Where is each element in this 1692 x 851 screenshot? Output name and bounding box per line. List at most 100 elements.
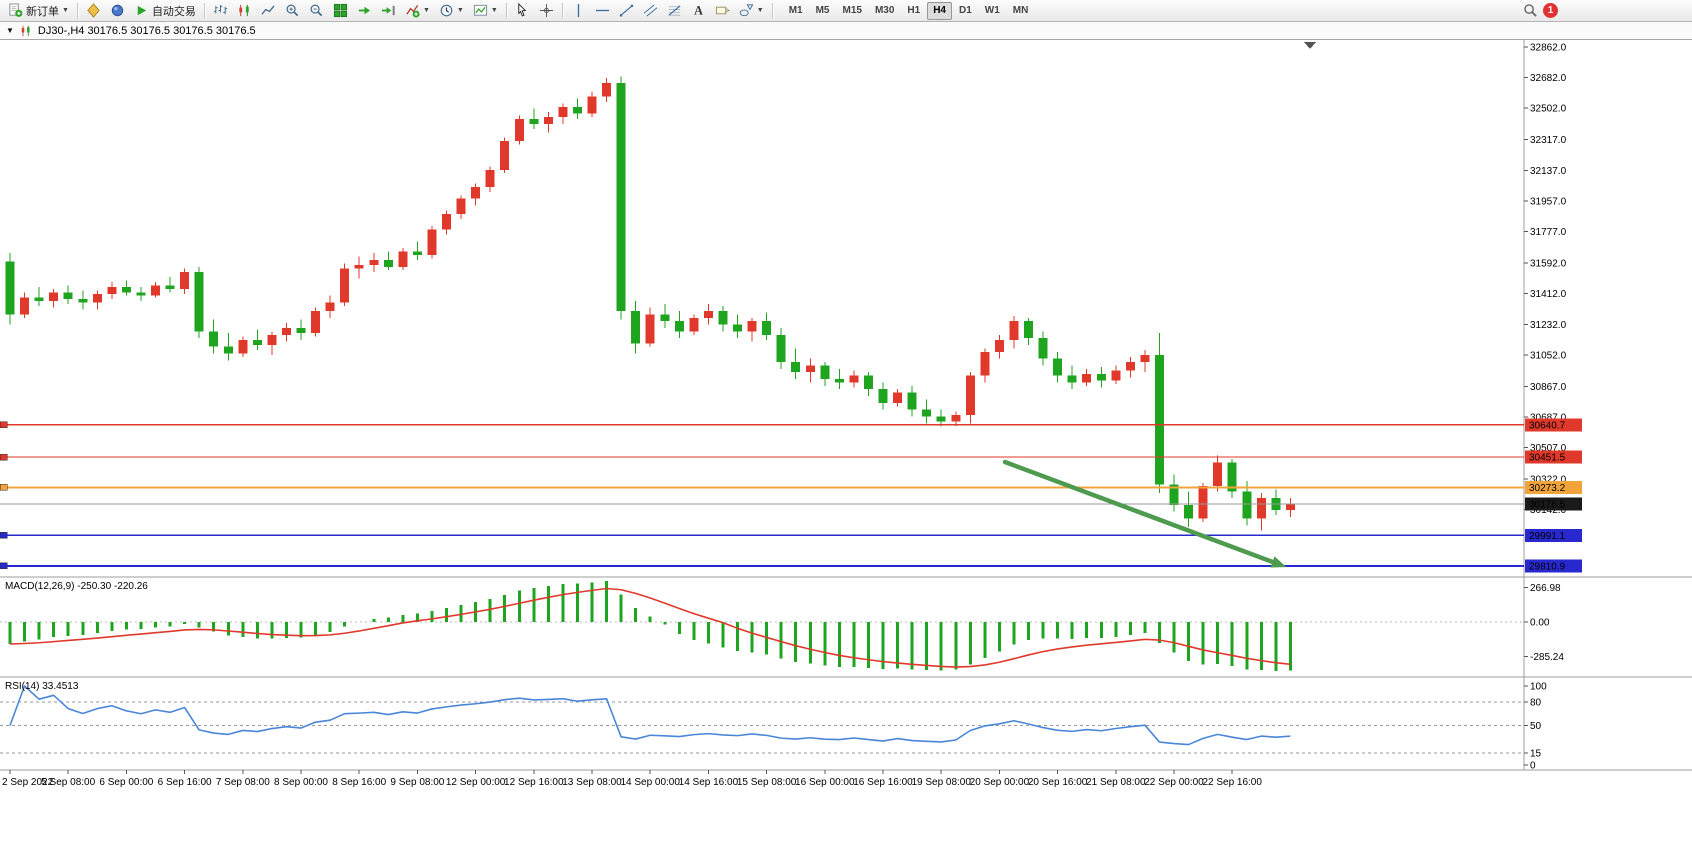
timeframe-button-h4[interactable]: H4	[927, 1, 952, 20]
svg-text:14 Sep 16:00: 14 Sep 16:00	[679, 777, 739, 788]
candlestick-series	[5, 76, 1295, 531]
svg-text:30142.0: 30142.0	[1530, 505, 1567, 516]
svg-text:21 Sep 08:00: 21 Sep 08:00	[1086, 777, 1146, 788]
svg-text:30640.7: 30640.7	[1529, 420, 1566, 431]
crosshair-button[interactable]	[535, 1, 558, 21]
timeframe-button-m5[interactable]: M5	[815, 5, 830, 16]
new-order-button[interactable]: 新订单 ▼	[4, 1, 73, 21]
timeframe-button-w1[interactable]: W1	[984, 5, 1000, 16]
svg-text:8 Sep 16:00: 8 Sep 16:00	[332, 777, 386, 788]
timeframe-button-mn[interactable]: MN	[1012, 5, 1029, 16]
horizontal-line-button[interactable]	[591, 1, 614, 21]
tile-windows-button[interactable]	[329, 1, 352, 21]
chevron-down-icon: ▼	[756, 7, 764, 14]
svg-text:20 Sep 16:00: 20 Sep 16:00	[1028, 777, 1088, 788]
timeframe-button-m30[interactable]: M30	[874, 5, 895, 16]
one-click-trading-toggle[interactable]: ▼	[6, 26, 14, 35]
timeframe-button-d1[interactable]: D1	[959, 5, 972, 16]
cursor-button[interactable]	[511, 1, 534, 21]
zoom-out-button[interactable]	[305, 1, 328, 21]
line-anchor-marker	[0, 562, 8, 570]
indicators-icon	[406, 4, 420, 18]
candlestick-chart-icon	[239, 4, 249, 17]
horizontal-line-icon	[595, 9, 609, 12]
market-watch-button[interactable]	[82, 1, 105, 21]
vertical-line-button[interactable]	[567, 1, 590, 21]
autotrading-label: 自动交易	[151, 5, 196, 18]
timeframe-button-m15[interactable]: M15	[842, 5, 862, 16]
zoom-in-icon	[286, 4, 299, 17]
templates-button[interactable]: ▼	[469, 1, 502, 21]
toolbar-separator	[505, 2, 507, 19]
svg-text:7 Sep 08:00: 7 Sep 08:00	[216, 777, 270, 788]
chevron-down-icon: ▼	[62, 7, 69, 14]
data-window-button[interactable]	[106, 1, 129, 21]
svg-text:30176.5: 30176.5	[1529, 499, 1566, 510]
svg-text:19 Sep 08:00: 19 Sep 08:00	[911, 777, 971, 788]
notification-badge[interactable]: 1	[1543, 3, 1558, 18]
svg-text:30687.0: 30687.0	[1530, 412, 1567, 423]
label-button[interactable]	[711, 1, 734, 21]
svg-text:266.98: 266.98	[1530, 583, 1561, 594]
svg-text:0: 0	[1530, 761, 1536, 772]
toolbar-separator	[561, 2, 563, 19]
periods-button[interactable]: ▼	[435, 1, 468, 21]
svg-text:15 Sep 08:00: 15 Sep 08:00	[737, 777, 797, 788]
svg-text:30867.0: 30867.0	[1530, 382, 1567, 393]
main-toolbar: 新订单 ▼ 自动交易	[0, 0, 1692, 22]
candlestick-chart-button[interactable]	[233, 1, 256, 21]
timeframe-button-m1[interactable]: M1	[788, 5, 803, 16]
svg-text:12 Sep 00:00: 12 Sep 00:00	[446, 777, 506, 788]
bar-chart-button[interactable]	[209, 1, 232, 21]
chart-title-bar: ▼ DJ30-,H4 30176.5 30176.5 30176.5 30176…	[0, 22, 1692, 40]
svg-text:31232.0: 31232.0	[1530, 320, 1567, 331]
zoom-in-button[interactable]	[281, 1, 304, 21]
line-anchor-marker	[0, 484, 8, 491]
timeframe-button-h1[interactable]: H1	[907, 5, 921, 16]
svg-text:2 Sep 2022: 2 Sep 2022	[2, 777, 54, 788]
svg-text:32862.0: 32862.0	[1530, 43, 1567, 54]
cursor-icon	[518, 3, 527, 17]
svg-text:31957.0: 31957.0	[1530, 196, 1567, 207]
svg-text:29991.1: 29991.1	[1529, 531, 1566, 542]
new-order-label: 新订单	[26, 5, 59, 18]
timeframe-group: M1 M5 M15 M30 H1 H4 D1 W1 MN	[783, 1, 1035, 20]
chart-area[interactable]: 32862.0 32682.0 32502.0 32317.0 32137.0 31957…	[0, 40, 1692, 851]
text-button[interactable]: A	[687, 1, 710, 21]
price-level-lines[interactable]	[0, 421, 1524, 570]
text-icon: A	[694, 4, 703, 18]
macd-signal-line	[9, 587, 1291, 668]
chevron-down-icon: ▼	[456, 7, 464, 14]
rsi-panel: RSI(14) 33.4513 100 80 50 150	[0, 681, 1547, 772]
chart-shift-button[interactable]	[377, 1, 400, 21]
auto-scroll-button[interactable]	[353, 1, 376, 21]
search-icon	[1524, 4, 1537, 17]
chart-symbol-icon	[21, 25, 30, 36]
channel-button[interactable]	[639, 1, 662, 21]
svg-text:32137.0: 32137.0	[1530, 166, 1567, 177]
trend-arrow-annotation[interactable]	[1002, 459, 1287, 568]
macd-label: MACD(12,26,9) -250.30 -220.26	[5, 581, 148, 592]
template-icon	[473, 4, 487, 16]
svg-text:22 Sep 00:00: 22 Sep 00:00	[1144, 777, 1204, 788]
chevron-down-icon: ▼	[422, 7, 430, 14]
indicators-button[interactable]: ▼	[401, 1, 434, 21]
shapes-button[interactable]: ▼	[735, 1, 768, 21]
auto-scroll-icon	[358, 6, 371, 15]
price-axis[interactable]: 32862.0 32682.0 32502.0 32317.0 32137.0 31957…	[1524, 43, 1582, 573]
trendline-button[interactable]	[615, 1, 638, 21]
svg-text:-285.24: -285.24	[1530, 652, 1564, 663]
autotrading-button[interactable]: 自动交易	[130, 1, 200, 21]
search-button[interactable]	[1519, 1, 1542, 21]
tile-windows-icon	[333, 3, 347, 18]
svg-text:9 Sep 08:00: 9 Sep 08:00	[390, 777, 444, 788]
svg-text:31777.0: 31777.0	[1530, 227, 1567, 238]
svg-text:80: 80	[1530, 697, 1542, 708]
line-chart-button[interactable]	[257, 1, 280, 21]
new-order-icon	[9, 3, 23, 17]
toolbar-separator	[771, 2, 773, 19]
fibonacci-button[interactable]	[663, 1, 686, 21]
svg-text:16 Sep 16:00: 16 Sep 16:00	[853, 777, 913, 788]
fibonacci-icon	[668, 5, 681, 16]
